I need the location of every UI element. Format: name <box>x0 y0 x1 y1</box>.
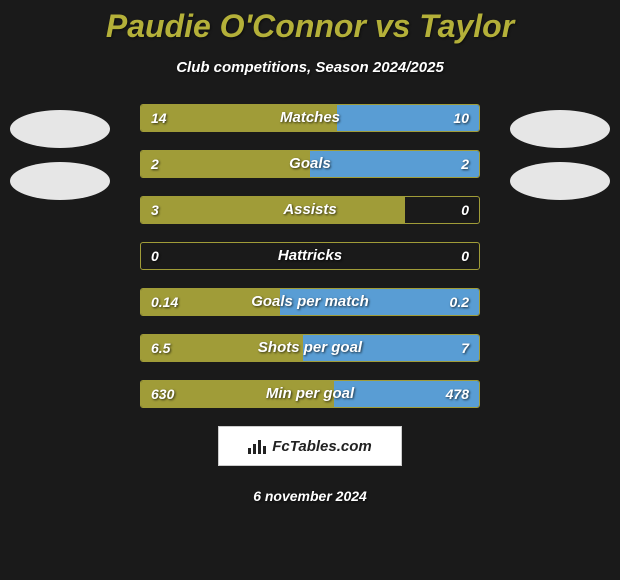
avatar-placeholder-icon <box>510 110 610 148</box>
left-bar <box>141 197 405 223</box>
stat-left-value: 0.14 <box>151 289 178 315</box>
bars-icon <box>248 438 266 454</box>
player-right-avatar <box>510 110 610 210</box>
stat-left-value: 14 <box>151 105 167 131</box>
page-title: Paudie O'Connor vs Taylor <box>0 0 620 45</box>
player-left-avatar <box>10 110 110 210</box>
stat-left-value: 3 <box>151 197 159 223</box>
footer-date: 6 november 2024 <box>0 488 620 504</box>
stat-right-value: 0 <box>461 197 469 223</box>
stat-row: 6.5Shots per goal7 <box>140 334 480 362</box>
stat-label: Hattricks <box>141 243 479 269</box>
stat-right-value: 7 <box>461 335 469 361</box>
watermark: FcTables.com <box>218 426 402 466</box>
right-bar <box>303 335 479 361</box>
right-bar <box>310 151 479 177</box>
avatar-placeholder-icon <box>10 110 110 148</box>
stat-right-value: 478 <box>446 381 469 407</box>
stat-row: 14Matches10 <box>140 104 480 132</box>
stat-row: 0Hattricks0 <box>140 242 480 270</box>
avatar-placeholder-icon <box>510 162 610 200</box>
avatar-placeholder-icon <box>10 162 110 200</box>
stat-right-value: 10 <box>453 105 469 131</box>
stat-row: 2Goals2 <box>140 150 480 178</box>
stat-left-value: 630 <box>151 381 174 407</box>
stat-row: 3Assists0 <box>140 196 480 224</box>
subtitle: Club competitions, Season 2024/2025 <box>0 59 620 76</box>
stat-right-value: 0.2 <box>450 289 469 315</box>
stat-right-value: 2 <box>461 151 469 177</box>
stat-row: 630Min per goal478 <box>140 380 480 408</box>
left-bar <box>141 151 310 177</box>
stat-left-value: 2 <box>151 151 159 177</box>
stat-row: 0.14Goals per match0.2 <box>140 288 480 316</box>
comparison-chart: 14Matches102Goals23Assists00Hattricks00.… <box>140 104 480 408</box>
left-bar <box>141 105 337 131</box>
stat-right-value: 0 <box>461 243 469 269</box>
watermark-text: FcTables.com <box>272 438 371 455</box>
stat-left-value: 0 <box>151 243 159 269</box>
stat-left-value: 6.5 <box>151 335 170 361</box>
